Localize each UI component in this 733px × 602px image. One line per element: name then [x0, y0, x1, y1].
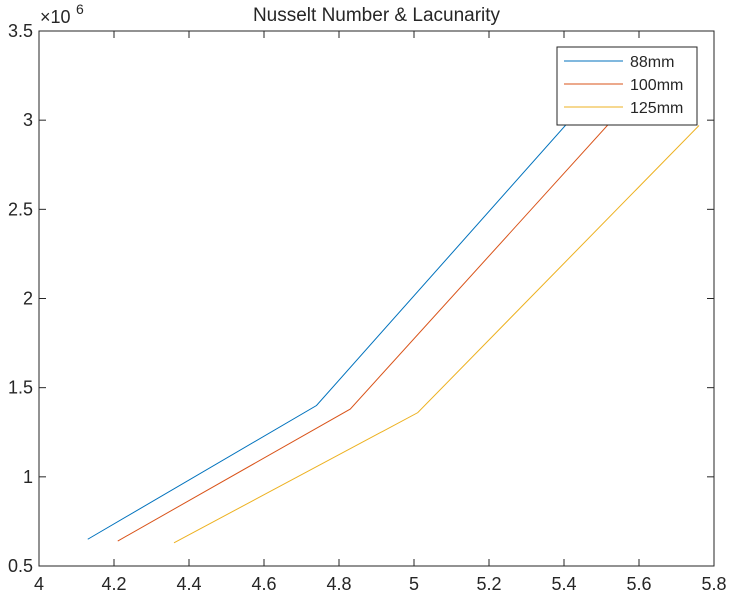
legend: 88mm 100mm 125mm: [556, 46, 698, 126]
x-tick-label: 5: [409, 574, 419, 594]
x-tick-label: 4: [34, 574, 44, 594]
chart-title: Nusselt Number & Lacunarity: [253, 5, 501, 26]
legend-label-88mm: 88mm: [630, 54, 674, 71]
y-exponent-label: ×10 6: [40, 1, 84, 27]
legend-box: [556, 46, 698, 126]
series-layer: [87, 105, 700, 544]
y-tick-label: 3.5: [8, 21, 33, 41]
y-tick-label: 1: [23, 467, 33, 487]
plot-frame: [38, 30, 715, 567]
x-tick-label: 5.8: [701, 574, 726, 594]
series-line-125mm: [173, 125, 700, 544]
series-line-100mm: [117, 110, 621, 542]
y-tick-label: 2.5: [8, 199, 33, 219]
y-tick-label: 2: [23, 289, 33, 309]
y-tick-label: 1.5: [8, 378, 33, 398]
x-tick-label: 4.8: [326, 574, 351, 594]
series-line-88mm: [87, 105, 584, 540]
y-exponent-power: 6: [76, 1, 84, 17]
x-tick-label: 4.6: [251, 574, 276, 594]
x-tick-label: 5.6: [626, 574, 651, 594]
x-tick-label: 4.2: [101, 574, 126, 594]
axes-layer: 4 4.2 4.4 4.6 4.8 5 5.2 5.4 5.6 5.8 0.5 1 1.5 2 2.5 3 3.…: [8, 21, 727, 594]
y-exponent-base: ×10: [40, 7, 71, 27]
x-tick-label: 4.4: [176, 574, 201, 594]
legend-label-100mm: 100mm: [630, 77, 683, 94]
x-tick-label: 5.4: [551, 574, 576, 594]
legend-label-125mm: 125mm: [630, 100, 683, 117]
y-tick-label: 0.5: [8, 556, 33, 576]
y-tick-label: 3: [23, 110, 33, 130]
x-tick-label: 5.2: [476, 574, 501, 594]
